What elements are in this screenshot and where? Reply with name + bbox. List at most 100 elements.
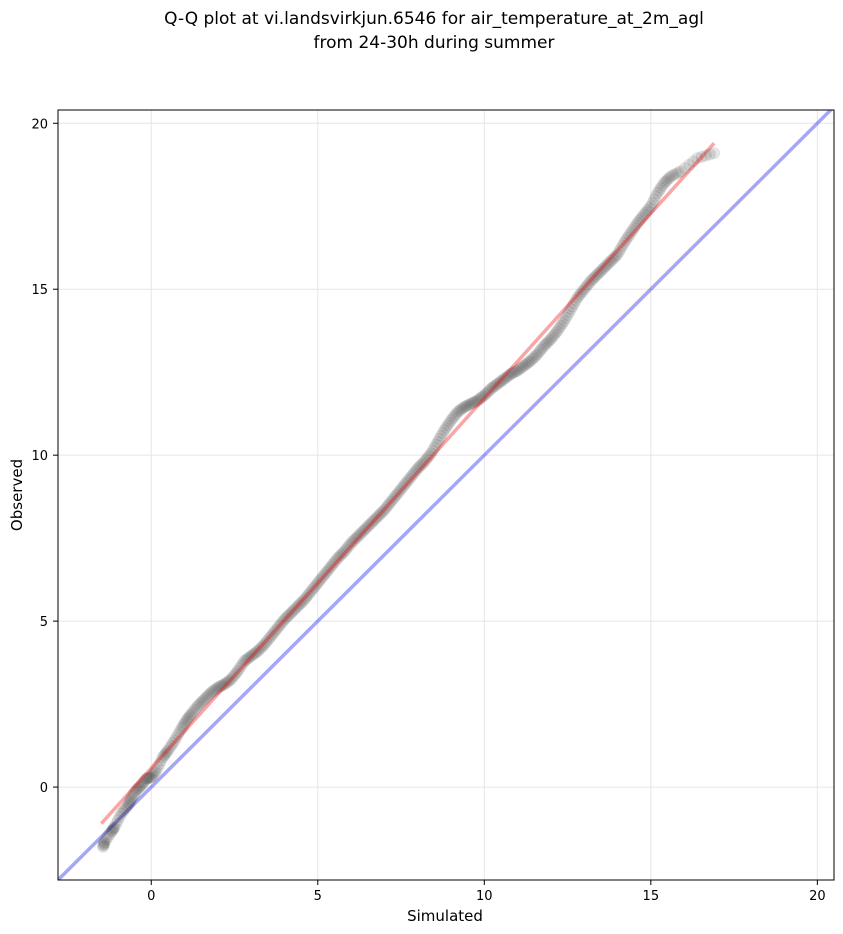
scatter-point-fill bbox=[678, 162, 691, 175]
scatter-point bbox=[145, 771, 158, 784]
scatter-point bbox=[538, 339, 551, 352]
y-tick-label: 20 bbox=[31, 117, 48, 132]
scatter-point-fill bbox=[654, 181, 667, 194]
scatter-point bbox=[121, 799, 134, 812]
scatter-point-fill bbox=[111, 814, 124, 827]
scatter-point-fill bbox=[541, 336, 554, 349]
scatter-point bbox=[491, 377, 504, 390]
scatter-point bbox=[218, 678, 231, 691]
scatter-point-fill bbox=[683, 158, 696, 171]
y-tick-label: 10 bbox=[31, 449, 48, 464]
scatter-point-fill bbox=[523, 355, 536, 368]
scatter-point bbox=[398, 479, 411, 492]
scatter-point-fill bbox=[509, 365, 522, 378]
x-tick-label: 10 bbox=[476, 889, 493, 904]
scatter-point-fill bbox=[273, 619, 286, 632]
scatter-point-fill bbox=[240, 653, 253, 666]
scatter-point-fill bbox=[123, 796, 136, 809]
scatter-point bbox=[691, 152, 704, 165]
scatter-point-fill bbox=[176, 720, 189, 733]
scatter-point-fill bbox=[501, 370, 514, 383]
x-axis-label: Simulated bbox=[407, 907, 483, 925]
y-axis-label: Observed bbox=[8, 459, 26, 531]
scatter-point bbox=[311, 576, 324, 589]
scatter-point bbox=[498, 372, 511, 385]
scatter-point-fill bbox=[476, 390, 489, 403]
scatter-point-fill bbox=[315, 572, 328, 585]
grid bbox=[58, 110, 834, 880]
scatter-point-fill bbox=[506, 367, 519, 380]
scatter-point-fill bbox=[103, 828, 116, 841]
scatter-point-fill bbox=[228, 669, 241, 682]
scatter-point bbox=[444, 414, 457, 427]
scatter-point-fill bbox=[335, 548, 348, 561]
scatter-point-fill bbox=[301, 589, 314, 602]
scatter-point bbox=[451, 406, 464, 419]
scatter-point-fill bbox=[131, 783, 144, 796]
scatter-point-fill bbox=[308, 581, 321, 594]
reference-line bbox=[58, 110, 834, 880]
scatter-point-fill bbox=[606, 253, 619, 266]
scatter-point bbox=[378, 503, 391, 516]
scatter-point-fill bbox=[488, 380, 501, 393]
scatter-point-fill bbox=[594, 264, 607, 277]
scatter-point-fill bbox=[563, 306, 576, 319]
scatter-point-fill bbox=[373, 508, 386, 521]
scatter-point-fill bbox=[182, 711, 195, 724]
scatter-point-fill bbox=[316, 570, 329, 583]
scatter-point bbox=[391, 487, 404, 500]
scatter-point bbox=[524, 354, 537, 367]
scatter-point-fill bbox=[454, 403, 467, 416]
scatter-point-fill bbox=[303, 587, 316, 600]
scatter-point bbox=[185, 708, 198, 721]
scatter-point-fill bbox=[461, 399, 474, 412]
scatter-point bbox=[551, 324, 564, 337]
scatter-point-fill bbox=[323, 562, 336, 575]
scatter-point-fill bbox=[626, 224, 639, 237]
scatter-point-fill bbox=[183, 709, 196, 722]
scatter-point-fill bbox=[430, 438, 443, 451]
scatter-point-fill bbox=[129, 786, 142, 799]
scatter-point-fill bbox=[559, 311, 572, 324]
scatter-point-fill bbox=[120, 801, 133, 814]
scatter-point-fill bbox=[215, 679, 228, 692]
scatter-point-fill bbox=[401, 474, 414, 487]
scatter-point-fill bbox=[163, 742, 176, 755]
scatter-point-fill bbox=[97, 839, 110, 852]
scatter-point bbox=[674, 165, 687, 178]
scatter-point bbox=[558, 314, 571, 327]
scatter-point-fill bbox=[656, 179, 669, 192]
scatter-point bbox=[425, 447, 438, 460]
scatter-point-fill bbox=[614, 242, 627, 255]
scatter-point bbox=[180, 714, 193, 727]
scatter-point bbox=[411, 462, 424, 475]
scatter-point-fill bbox=[669, 167, 682, 180]
scatter-point-fill bbox=[539, 337, 552, 350]
scatter-point-fill bbox=[206, 685, 219, 698]
scatter-point-fill bbox=[353, 528, 366, 541]
scatter-point bbox=[578, 283, 591, 296]
scatter-point-fill bbox=[486, 381, 499, 394]
scatter-point-fill bbox=[519, 358, 532, 371]
scatter-point bbox=[211, 681, 224, 694]
scatter-point-fill bbox=[98, 837, 111, 850]
scatter-point-fill bbox=[220, 676, 233, 689]
scatter-point-fill bbox=[420, 453, 433, 466]
scatter-point-fill bbox=[173, 725, 186, 738]
scatter-point-fill bbox=[649, 190, 662, 203]
scatter-point-fill bbox=[270, 623, 283, 636]
scatter-point-fill bbox=[159, 747, 172, 760]
scatter-point-fill bbox=[403, 472, 416, 485]
scatter-point-fill bbox=[313, 574, 326, 587]
scatter-point-fill bbox=[100, 833, 113, 846]
scatter-point-fill bbox=[639, 206, 652, 219]
scatter-point-fill bbox=[186, 705, 199, 718]
scatter-point-fill bbox=[423, 449, 436, 462]
scatter-point bbox=[431, 435, 444, 448]
chart-title-line-1: Q-Q plot at vi.landsvirkjun.6546 for air… bbox=[164, 9, 704, 29]
scatter-point-fill bbox=[579, 281, 592, 294]
scatter-point-fill bbox=[113, 810, 126, 823]
scatter-point-fill bbox=[122, 797, 135, 810]
scatter-point-fill bbox=[190, 701, 203, 714]
